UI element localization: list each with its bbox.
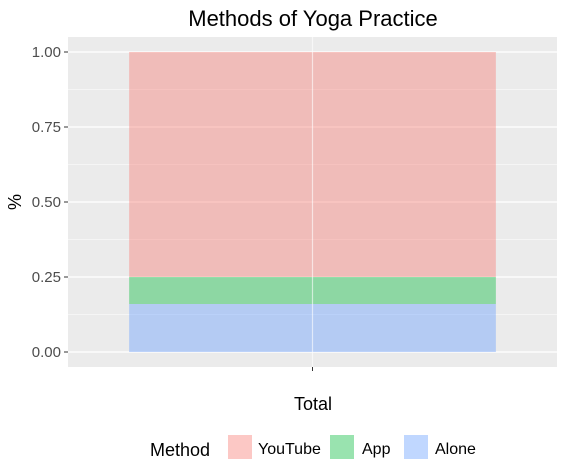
y-axis-title: % — [5, 194, 25, 210]
bars — [129, 37, 496, 367]
y-tick-label: 0.25 — [32, 269, 61, 286]
y-axis-ticks: 0.00 0.25 0.50 0.75 1.00 — [32, 44, 68, 361]
legend-key-app — [330, 435, 354, 459]
legend-label-youtube: YouTube — [258, 441, 321, 458]
y-tick-label: 0.75 — [32, 119, 61, 136]
y-tick-label: 1.00 — [32, 44, 61, 61]
legend: Method YouTube App Alone — [150, 435, 476, 460]
legend-label-app: App — [362, 441, 391, 458]
legend-key-alone — [404, 435, 428, 459]
legend-title: Method — [150, 440, 210, 460]
chart-title: Methods of Yoga Practice — [188, 6, 438, 31]
legend-key-youtube — [228, 435, 252, 459]
legend-label-alone: Alone — [435, 441, 476, 458]
y-tick-label: 0.50 — [32, 194, 61, 211]
y-tick-label: 0.00 — [32, 344, 61, 361]
x-axis-title: Total — [294, 394, 332, 414]
